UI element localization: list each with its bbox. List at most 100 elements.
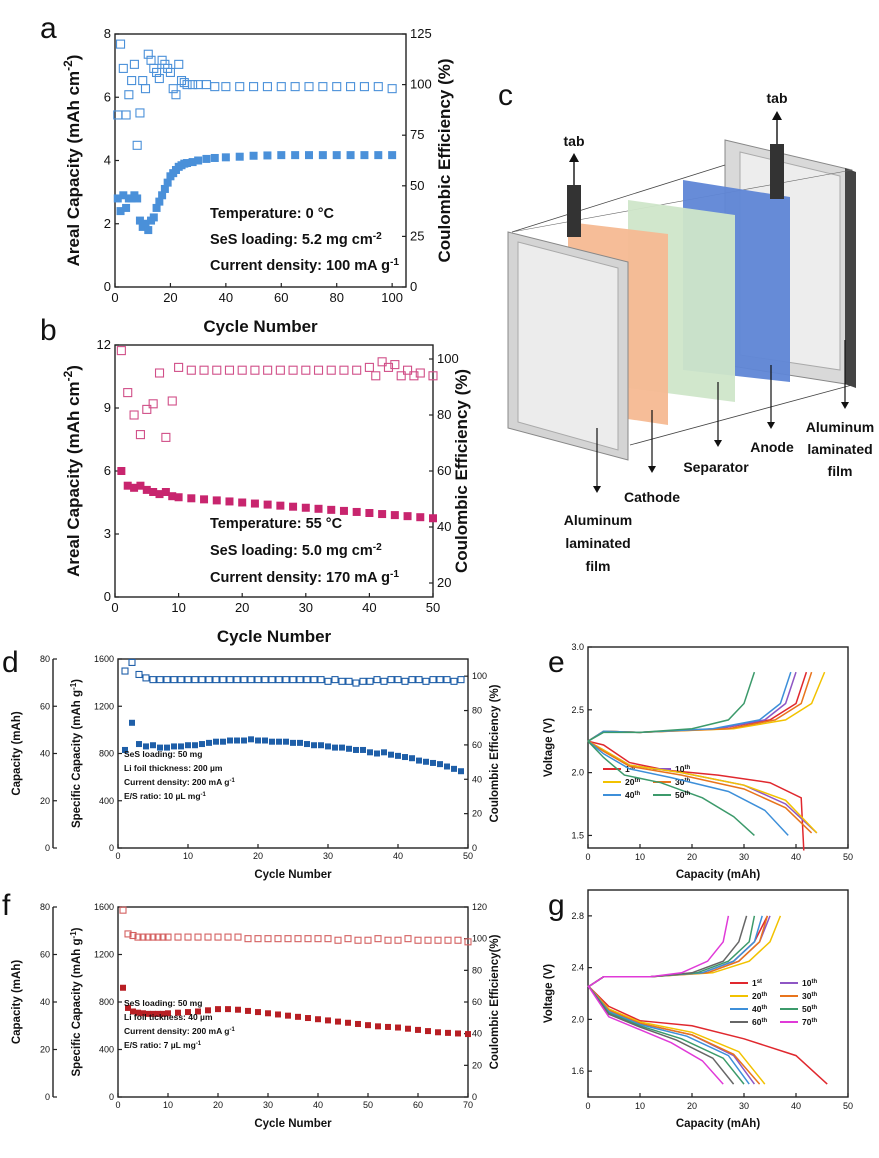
data-point-capacity	[130, 483, 139, 492]
data-point-ce	[159, 933, 167, 941]
data-point-capacity	[353, 746, 359, 753]
data-point-capacity	[301, 503, 310, 512]
data-point-ce	[226, 676, 234, 684]
y3-tick-label: 40	[40, 749, 50, 759]
data-point-ce	[274, 935, 282, 943]
y2-tick-label: 20	[437, 575, 451, 590]
data-point-capacity	[141, 219, 150, 228]
data-point-ce	[198, 676, 206, 684]
legend-label: 1st	[752, 978, 762, 988]
data-point-ce	[156, 676, 164, 684]
data-point-ce	[408, 676, 416, 684]
data-point-ce	[135, 670, 143, 679]
y2-tick-label: 75	[410, 127, 424, 142]
annotation-line: Current density: 200 mA g-1	[124, 777, 235, 787]
y-tick-label: 1200	[94, 950, 114, 960]
plot-frame	[114, 33, 407, 288]
discharge-curve-30	[587, 985, 761, 1085]
x-tick-label: 20	[163, 290, 177, 305]
y2-tick-label: 50	[410, 178, 424, 193]
data-point-capacity	[445, 1029, 451, 1036]
data-point-capacity	[133, 194, 142, 203]
annotation-line: SeS loading: 50 mg	[124, 749, 202, 759]
data-point-ce	[212, 676, 220, 684]
data-point-capacity	[269, 738, 275, 745]
data-point-capacity	[143, 743, 149, 750]
data-point-ce	[142, 404, 152, 414]
x-tick-label: 40	[393, 851, 403, 861]
data-point-ce	[204, 933, 212, 941]
data-point-ce	[149, 676, 157, 684]
data-point-capacity	[416, 757, 422, 764]
y2-tick-label: 120	[472, 902, 487, 912]
back-casing-edge	[845, 168, 856, 388]
data-point-capacity	[135, 216, 144, 225]
data-point-ce	[240, 676, 248, 684]
tab-right	[770, 144, 784, 199]
data-point-ce	[373, 82, 383, 92]
data-point-capacity	[248, 736, 254, 743]
y-tick-label: 2.8	[571, 911, 584, 921]
y3-tick-label: 40	[40, 997, 50, 1007]
chart-f: 0 10 20 30 40 50 60 700400800120016000204060801…	[11, 902, 501, 1130]
al-film-left-label: film	[586, 558, 611, 574]
data-point-capacity	[455, 1030, 461, 1037]
data-point-ce	[212, 365, 222, 375]
data-point-ce	[334, 936, 342, 944]
data-point-capacity	[451, 765, 457, 772]
y-tick-label: 2.4	[571, 963, 584, 973]
data-point-capacity	[145, 1010, 151, 1017]
data-point-capacity	[390, 511, 399, 520]
data-point-capacity	[250, 499, 259, 508]
data-point-capacity	[315, 1016, 321, 1023]
data-point-ce	[139, 933, 147, 941]
x-tick-label: 0	[111, 290, 118, 305]
data-point-capacity	[202, 154, 211, 163]
data-point-ce	[339, 365, 349, 375]
data-point-capacity	[367, 749, 373, 756]
data-point-ce	[383, 362, 394, 372]
y-tick-label: 9	[104, 400, 111, 415]
data-point-ce	[184, 933, 192, 941]
data-point-capacity	[291, 151, 300, 160]
data-point-capacity	[285, 1012, 291, 1019]
data-point-capacity	[178, 743, 184, 750]
data-point-capacity	[346, 745, 352, 752]
data-point-capacity	[311, 742, 317, 749]
x-tick-label: 40	[791, 1101, 801, 1111]
legend-label: 10th	[802, 978, 817, 988]
chart-e: 0 10 20 30 40 50 1.5 2.0 2.5 3.0 Capacity (mAh) Vol…	[543, 642, 853, 881]
data-point-ce	[326, 365, 336, 375]
y-tick-label: 400	[99, 796, 114, 806]
data-point-ce	[290, 82, 300, 92]
annotation-line: E/S ratio: 10 µL mg-1	[124, 791, 207, 801]
al-film-left-label: Aluminum	[564, 512, 632, 528]
y2-axis-label: Coulombic Efficiency (%)	[452, 369, 471, 573]
y3-tick-label: 80	[40, 902, 50, 912]
discharge-curve-70	[587, 985, 724, 1085]
data-point-capacity	[339, 744, 345, 751]
data-point-ce	[457, 676, 465, 684]
data-point-capacity	[194, 156, 203, 165]
data-point-ce	[237, 365, 247, 375]
data-point-capacity	[429, 514, 437, 523]
y3-tick-label: 0	[45, 1092, 50, 1102]
data-point-capacity	[276, 501, 285, 510]
data-point-capacity	[113, 194, 122, 203]
discharge-curve-1	[587, 740, 805, 851]
data-point-capacity	[175, 1009, 181, 1016]
x-tick-label: 40	[791, 852, 801, 862]
data-point-ce	[276, 82, 286, 92]
y3-tick-label: 60	[40, 701, 50, 711]
data-point-capacity	[289, 502, 298, 511]
x-tick-label: 0	[585, 852, 590, 862]
data-point-ce	[129, 410, 139, 420]
data-point-ce	[443, 676, 451, 684]
data-point-ce	[161, 432, 171, 442]
x-tick-label: 60	[413, 1100, 423, 1110]
x-tick-label: 20	[235, 600, 249, 615]
tab-left	[567, 185, 581, 237]
data-point-capacity	[160, 1010, 166, 1017]
data-point-ce	[214, 933, 222, 941]
data-point-capacity	[305, 1015, 311, 1022]
